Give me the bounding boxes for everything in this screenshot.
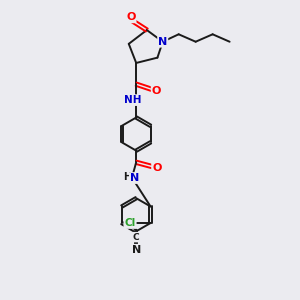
Text: N: N [158, 37, 167, 47]
Text: H: H [123, 172, 131, 182]
Text: NH: NH [124, 95, 141, 105]
Text: N: N [130, 173, 139, 183]
Text: O: O [152, 85, 161, 96]
Text: C: C [133, 232, 140, 242]
Text: Cl: Cl [124, 218, 136, 228]
Text: O: O [152, 163, 161, 172]
Text: O: O [126, 12, 136, 22]
Text: N: N [132, 245, 141, 255]
